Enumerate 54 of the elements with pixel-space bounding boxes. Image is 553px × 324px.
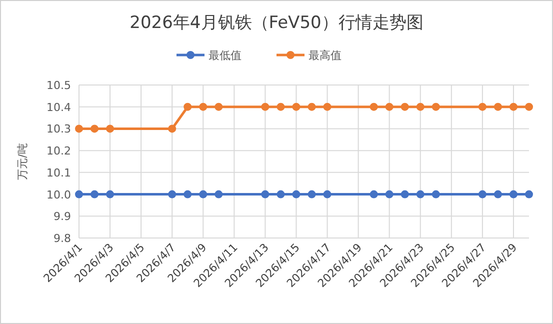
point xyxy=(106,124,114,133)
y-tick-label: 10.3 xyxy=(46,122,71,136)
point xyxy=(323,102,332,111)
y-axis-title: 万元/吨 xyxy=(16,143,29,180)
point xyxy=(199,102,208,111)
point xyxy=(261,102,270,111)
point xyxy=(509,102,518,111)
point xyxy=(323,190,332,198)
chart-title: 2026年4月钒铁（FeV50）行情走势图 xyxy=(130,13,424,33)
y-tick-label: 10.4 xyxy=(46,100,71,114)
point xyxy=(276,190,285,198)
point xyxy=(199,190,208,198)
point xyxy=(494,190,502,198)
point xyxy=(292,190,300,198)
point xyxy=(525,102,533,111)
point xyxy=(478,190,486,198)
point xyxy=(308,190,316,198)
point xyxy=(168,124,176,133)
y-tick-label: 10.1 xyxy=(46,166,71,180)
y-tick-label: 10.5 xyxy=(46,79,71,92)
point xyxy=(432,190,440,198)
point xyxy=(416,102,424,111)
point xyxy=(214,190,223,198)
point xyxy=(432,102,440,111)
point xyxy=(168,190,176,198)
point xyxy=(370,102,378,111)
y-tick-label: 10.2 xyxy=(46,144,71,158)
point xyxy=(75,124,83,133)
point xyxy=(308,102,316,111)
point xyxy=(184,102,192,111)
y-tick-label: 9.8 xyxy=(54,232,71,245)
point xyxy=(370,190,378,198)
point xyxy=(75,190,83,198)
point xyxy=(478,102,486,111)
point xyxy=(90,190,99,198)
legend-label: 最高值 xyxy=(308,49,342,62)
point xyxy=(292,102,300,111)
point xyxy=(261,190,270,198)
point xyxy=(400,190,409,198)
point xyxy=(494,102,502,111)
point xyxy=(184,190,192,198)
point xyxy=(385,190,394,198)
point xyxy=(106,190,114,198)
point xyxy=(276,102,285,111)
y-tick-label: 9.9 xyxy=(54,210,71,224)
point xyxy=(400,102,409,111)
point xyxy=(214,102,223,111)
point xyxy=(385,102,394,111)
point xyxy=(509,190,518,198)
y-tick-label: 10.0 xyxy=(46,188,71,202)
point xyxy=(90,124,99,133)
point xyxy=(416,190,424,198)
legend-label: 最低值 xyxy=(208,49,242,62)
point xyxy=(525,190,533,198)
